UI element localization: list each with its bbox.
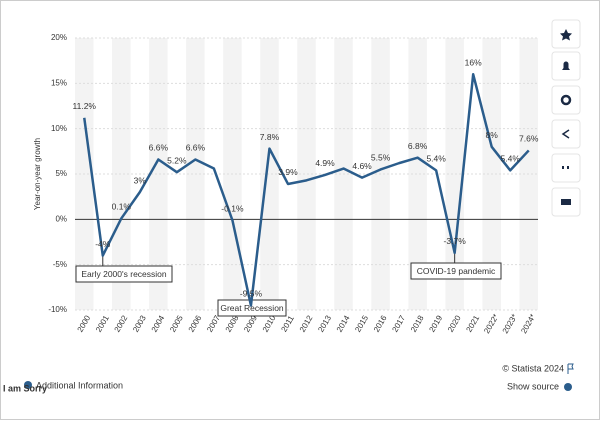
annotation-box [75, 265, 173, 283]
info-icon [24, 381, 32, 389]
toolbar [551, 19, 581, 217]
annotation: COVID-19 pandemic [417, 266, 496, 276]
series-line [83, 73, 530, 307]
data-label: 6.6% [186, 143, 206, 153]
data-label: 16% [465, 58, 482, 68]
annotation: Early 2000's recession [81, 269, 167, 279]
y-tick-label: 5% [55, 169, 67, 178]
share-icon [561, 129, 570, 139]
data-label: 0.1% [112, 202, 132, 212]
cite-button[interactable] [551, 153, 581, 183]
gear-icon [560, 94, 572, 106]
data-label: 3% [134, 175, 147, 185]
data-label: 5.5% [371, 153, 391, 163]
data-label: 3.9% [278, 167, 298, 177]
y-tick-label: 15% [51, 78, 67, 87]
y-tick-label: -10% [48, 305, 67, 314]
star-icon [560, 29, 572, 41]
data-label: 5.2% [167, 155, 187, 165]
annotation: Great Recession [220, 303, 284, 313]
y-tick-label: 20% [51, 33, 67, 42]
additional-info[interactable]: Additional Information [36, 380, 123, 390]
data-label: 6.6% [149, 143, 169, 153]
y-axis-title: Year-on-year growth [33, 138, 42, 210]
quote-icon [562, 166, 569, 169]
data-label: 5.4% [501, 154, 521, 164]
column-band [149, 38, 168, 310]
column-band [112, 38, 131, 310]
column-band [260, 38, 279, 310]
data-label: -3.7% [444, 236, 467, 246]
info-icon [564, 383, 572, 391]
data-label: 4.9% [315, 158, 335, 168]
data-label: 8% [486, 130, 499, 140]
data-label: -4% [95, 239, 111, 249]
overlay-text: I am Sorry [3, 383, 47, 393]
show-source[interactable]: Show source [507, 381, 559, 391]
data-label: 5.4% [426, 154, 446, 164]
column-band [297, 38, 316, 310]
bell-icon [562, 61, 570, 70]
data-label: 11.2% [73, 101, 97, 111]
data-label: 7.6% [519, 134, 539, 144]
data-label: 4.6% [352, 161, 372, 171]
data-label: 7.8% [260, 132, 280, 142]
annotation-box [410, 262, 502, 280]
data-label: -9.5% [240, 289, 263, 299]
share-button[interactable] [551, 119, 581, 149]
data-label: -0.1% [221, 203, 244, 213]
flag-icon [567, 363, 574, 374]
column-band [445, 38, 464, 310]
y-tick-label: 0% [55, 214, 67, 223]
plot: -10%-5%0%5%10%15%20%2000 2001 2002 2003 2004… [48, 33, 539, 335]
settings-button[interactable] [551, 85, 581, 115]
print-icon [561, 199, 571, 205]
source-text[interactable]: © Statista 2024 [502, 363, 564, 373]
y-tick-label: 10% [51, 124, 67, 133]
column-band [408, 38, 427, 310]
y-tick-label: -5% [53, 260, 67, 269]
data-label: 6.8% [408, 141, 428, 151]
